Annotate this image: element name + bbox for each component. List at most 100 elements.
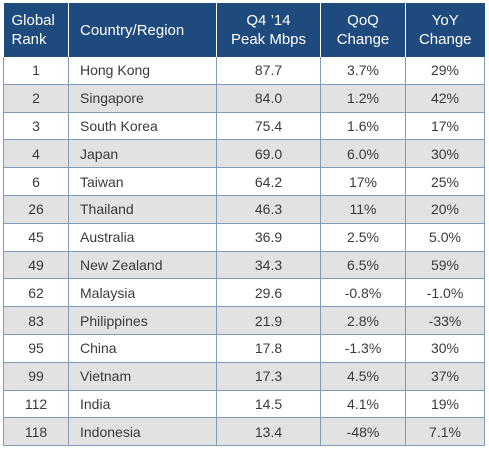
cell-global-rank: 1 bbox=[3, 57, 69, 85]
cell-global-rank: 99 bbox=[3, 362, 69, 391]
cell-global-rank: 118 bbox=[3, 417, 69, 447]
cell-global-rank: 49 bbox=[3, 251, 69, 280]
table-row: 4 Japan 69.0 6.0% 30% bbox=[3, 139, 485, 169]
cell-peak-mbps: 46.3 bbox=[216, 195, 321, 224]
table-header: Global Rank Country/Region Q4 ’14 Peak M… bbox=[3, 3, 485, 57]
cell-yoy-change: 59% bbox=[405, 251, 485, 280]
cell-qoq-change: 2.8% bbox=[320, 306, 406, 335]
cell-peak-mbps: 17.8 bbox=[216, 334, 321, 363]
header-yoy-change-line-2: Change bbox=[418, 31, 472, 48]
header-global-rank-line-1: Global bbox=[11, 12, 55, 29]
peak-speed-table-container: Global Rank Country/Region Q4 ’14 Peak M… bbox=[3, 3, 485, 447]
cell-peak-mbps: 13.4 bbox=[216, 417, 321, 447]
cell-country-region: India bbox=[68, 390, 217, 419]
table-row: 26 Thailand 46.3 11% 20% bbox=[3, 195, 485, 224]
header-country-region: Country/Region bbox=[68, 3, 217, 57]
header-global-rank-line-2: Rank bbox=[11, 31, 47, 48]
cell-peak-mbps: 75.4 bbox=[216, 112, 321, 141]
cell-qoq-change: 6.0% bbox=[320, 139, 406, 169]
cell-qoq-change: -0.8% bbox=[320, 278, 406, 308]
table-row: 62 Malaysia 29.6 -0.8% -1.0% bbox=[3, 278, 485, 308]
header-row: Global Rank Country/Region Q4 ’14 Peak M… bbox=[3, 3, 485, 57]
cell-global-rank: 95 bbox=[3, 334, 69, 363]
cell-yoy-change: 20% bbox=[405, 195, 485, 224]
cell-peak-mbps: 69.0 bbox=[216, 139, 321, 169]
header-global-rank: Global Rank bbox=[3, 3, 69, 57]
cell-yoy-change: -1.0% bbox=[405, 278, 485, 308]
table-row: 118 Indonesia 13.4 -48% 7.1% bbox=[3, 417, 485, 447]
header-peak-mbps-line-2: Peak Mbps bbox=[230, 31, 307, 48]
cell-global-rank: 3 bbox=[3, 112, 69, 141]
cell-qoq-change: 6.5% bbox=[320, 251, 406, 280]
table-row: 49 New Zealand 34.3 6.5% 59% bbox=[3, 251, 485, 280]
cell-country-region: Philippines bbox=[68, 306, 217, 335]
cell-peak-mbps: 64.2 bbox=[216, 167, 321, 196]
cell-qoq-change: -1.3% bbox=[320, 334, 406, 363]
cell-yoy-change: 37% bbox=[405, 362, 485, 391]
cell-qoq-change: 4.1% bbox=[320, 390, 406, 419]
cell-country-region: Hong Kong bbox=[68, 57, 217, 85]
header-country-region-label: Country/Region bbox=[80, 21, 185, 39]
cell-peak-mbps: 34.3 bbox=[216, 251, 321, 280]
table-row: 1 Hong Kong 87.7 3.7% 29% bbox=[3, 57, 485, 85]
cell-yoy-change: 7.1% bbox=[405, 417, 485, 447]
header-qoq-change-line-2: Change bbox=[336, 31, 390, 48]
cell-peak-mbps: 36.9 bbox=[216, 223, 321, 252]
cell-qoq-change: 11% bbox=[320, 195, 406, 224]
cell-global-rank: 112 bbox=[3, 390, 69, 419]
table-row: 45 Australia 36.9 2.5% 5.0% bbox=[3, 223, 485, 252]
cell-country-region: Japan bbox=[68, 139, 217, 169]
cell-peak-mbps: 17.3 bbox=[216, 362, 321, 391]
table-row: 3 South Korea 75.4 1.6% 17% bbox=[3, 112, 485, 141]
cell-global-rank: 2 bbox=[3, 84, 69, 113]
cell-global-rank: 26 bbox=[3, 195, 69, 224]
cell-global-rank: 45 bbox=[3, 223, 69, 252]
cell-yoy-change: 30% bbox=[405, 334, 485, 363]
cell-peak-mbps: 84.0 bbox=[216, 84, 321, 113]
cell-global-rank: 62 bbox=[3, 278, 69, 308]
cell-country-region: Thailand bbox=[68, 195, 217, 224]
table-row: 99 Vietnam 17.3 4.5% 37% bbox=[3, 362, 485, 391]
cell-country-region: South Korea bbox=[68, 112, 217, 141]
cell-qoq-change: 3.7% bbox=[320, 57, 406, 85]
cell-yoy-change: 5.0% bbox=[405, 223, 485, 252]
cell-yoy-change: -33% bbox=[405, 306, 485, 335]
cell-country-region: Indonesia bbox=[68, 417, 217, 447]
table-row: 2 Singapore 84.0 1.2% 42% bbox=[3, 84, 485, 113]
cell-global-rank: 6 bbox=[3, 167, 69, 196]
table-row: 6 Taiwan 64.2 17% 25% bbox=[3, 167, 485, 196]
header-qoq-change-line-1: QoQ bbox=[347, 12, 379, 29]
cell-global-rank: 4 bbox=[3, 139, 69, 169]
header-peak-mbps-line-1: Q4 ’14 bbox=[246, 12, 291, 29]
cell-global-rank: 83 bbox=[3, 306, 69, 335]
table-row: 112 India 14.5 4.1% 19% bbox=[3, 390, 485, 419]
cell-country-region: Taiwan bbox=[68, 167, 217, 196]
header-yoy-change-line-1: YoY bbox=[431, 12, 459, 29]
cell-country-region: Vietnam bbox=[68, 362, 217, 391]
cell-yoy-change: 25% bbox=[405, 167, 485, 196]
cell-peak-mbps: 14.5 bbox=[216, 390, 321, 419]
cell-country-region: New Zealand bbox=[68, 251, 217, 280]
cell-yoy-change: 19% bbox=[405, 390, 485, 419]
cell-qoq-change: -48% bbox=[320, 417, 406, 447]
cell-country-region: Malaysia bbox=[68, 278, 217, 308]
cell-peak-mbps: 29.6 bbox=[216, 278, 321, 308]
cell-qoq-change: 1.2% bbox=[320, 84, 406, 113]
cell-yoy-change: 30% bbox=[405, 139, 485, 169]
table-row: 83 Philippines 21.9 2.8% -33% bbox=[3, 306, 485, 335]
cell-qoq-change: 4.5% bbox=[320, 362, 406, 391]
cell-qoq-change: 2.5% bbox=[320, 223, 406, 252]
cell-peak-mbps: 21.9 bbox=[216, 306, 321, 335]
header-yoy-change: YoY Change bbox=[405, 3, 485, 57]
cell-qoq-change: 1.6% bbox=[320, 112, 406, 141]
cell-yoy-change: 29% bbox=[405, 57, 485, 85]
header-peak-mbps: Q4 ’14 Peak Mbps bbox=[216, 3, 321, 57]
cell-country-region: China bbox=[68, 334, 217, 363]
cell-yoy-change: 42% bbox=[405, 84, 485, 113]
cell-qoq-change: 17% bbox=[320, 167, 406, 196]
table-row: 95 China 17.8 -1.3% 30% bbox=[3, 334, 485, 363]
header-qoq-change: QoQ Change bbox=[320, 3, 406, 57]
table-body: 1 Hong Kong 87.7 3.7% 29% 2 Singapore 84… bbox=[3, 57, 485, 447]
cell-yoy-change: 17% bbox=[405, 112, 485, 141]
cell-country-region: Australia bbox=[68, 223, 217, 252]
